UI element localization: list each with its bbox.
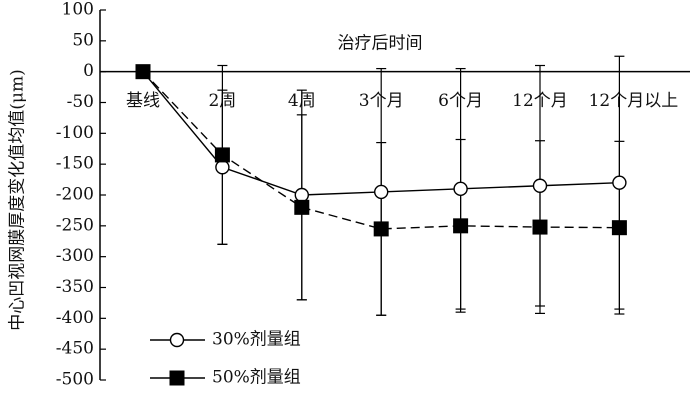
marker — [532, 178, 548, 193]
marker — [532, 219, 548, 235]
y-tick-label: -300 — [56, 246, 94, 266]
marker — [612, 175, 627, 190]
y-tick-label: -400 — [56, 308, 94, 328]
y-tick-label: -500 — [56, 370, 94, 390]
legend-marker — [169, 332, 185, 348]
legend-label: 50%剂量组 — [212, 368, 301, 388]
marker — [215, 160, 230, 175]
y-tick-label: 50 — [72, 30, 94, 50]
y-tick-label: -200 — [56, 185, 94, 205]
legend-marker — [169, 370, 185, 386]
marker — [453, 181, 468, 197]
marker — [374, 184, 389, 200]
marker — [214, 147, 230, 163]
x-tick-label: 基线 — [126, 91, 160, 111]
y-tick-label: -150 — [56, 154, 94, 174]
y-tick-label: 0 — [83, 61, 94, 81]
y-tick-label: -350 — [56, 277, 94, 297]
y-axis-label: 中心凹视网膜厚度变化值均值(μm) — [8, 69, 28, 330]
y-tick-label: -100 — [56, 123, 94, 143]
y-tick-label: -450 — [56, 339, 94, 359]
marker — [373, 221, 389, 237]
x-axis-label: 治疗后时间 — [338, 34, 423, 54]
marker — [294, 187, 309, 203]
marker — [135, 64, 151, 80]
marker — [294, 199, 310, 215]
y-tick-label: -50 — [67, 92, 94, 112]
marker — [611, 220, 627, 236]
y-tick-label: -250 — [56, 215, 94, 235]
marker — [453, 218, 469, 234]
y-tick-label: 100 — [62, 0, 94, 20]
legend-label: 30%剂量组 — [212, 330, 301, 350]
x-tick-label: 12个月以上 — [589, 91, 679, 111]
